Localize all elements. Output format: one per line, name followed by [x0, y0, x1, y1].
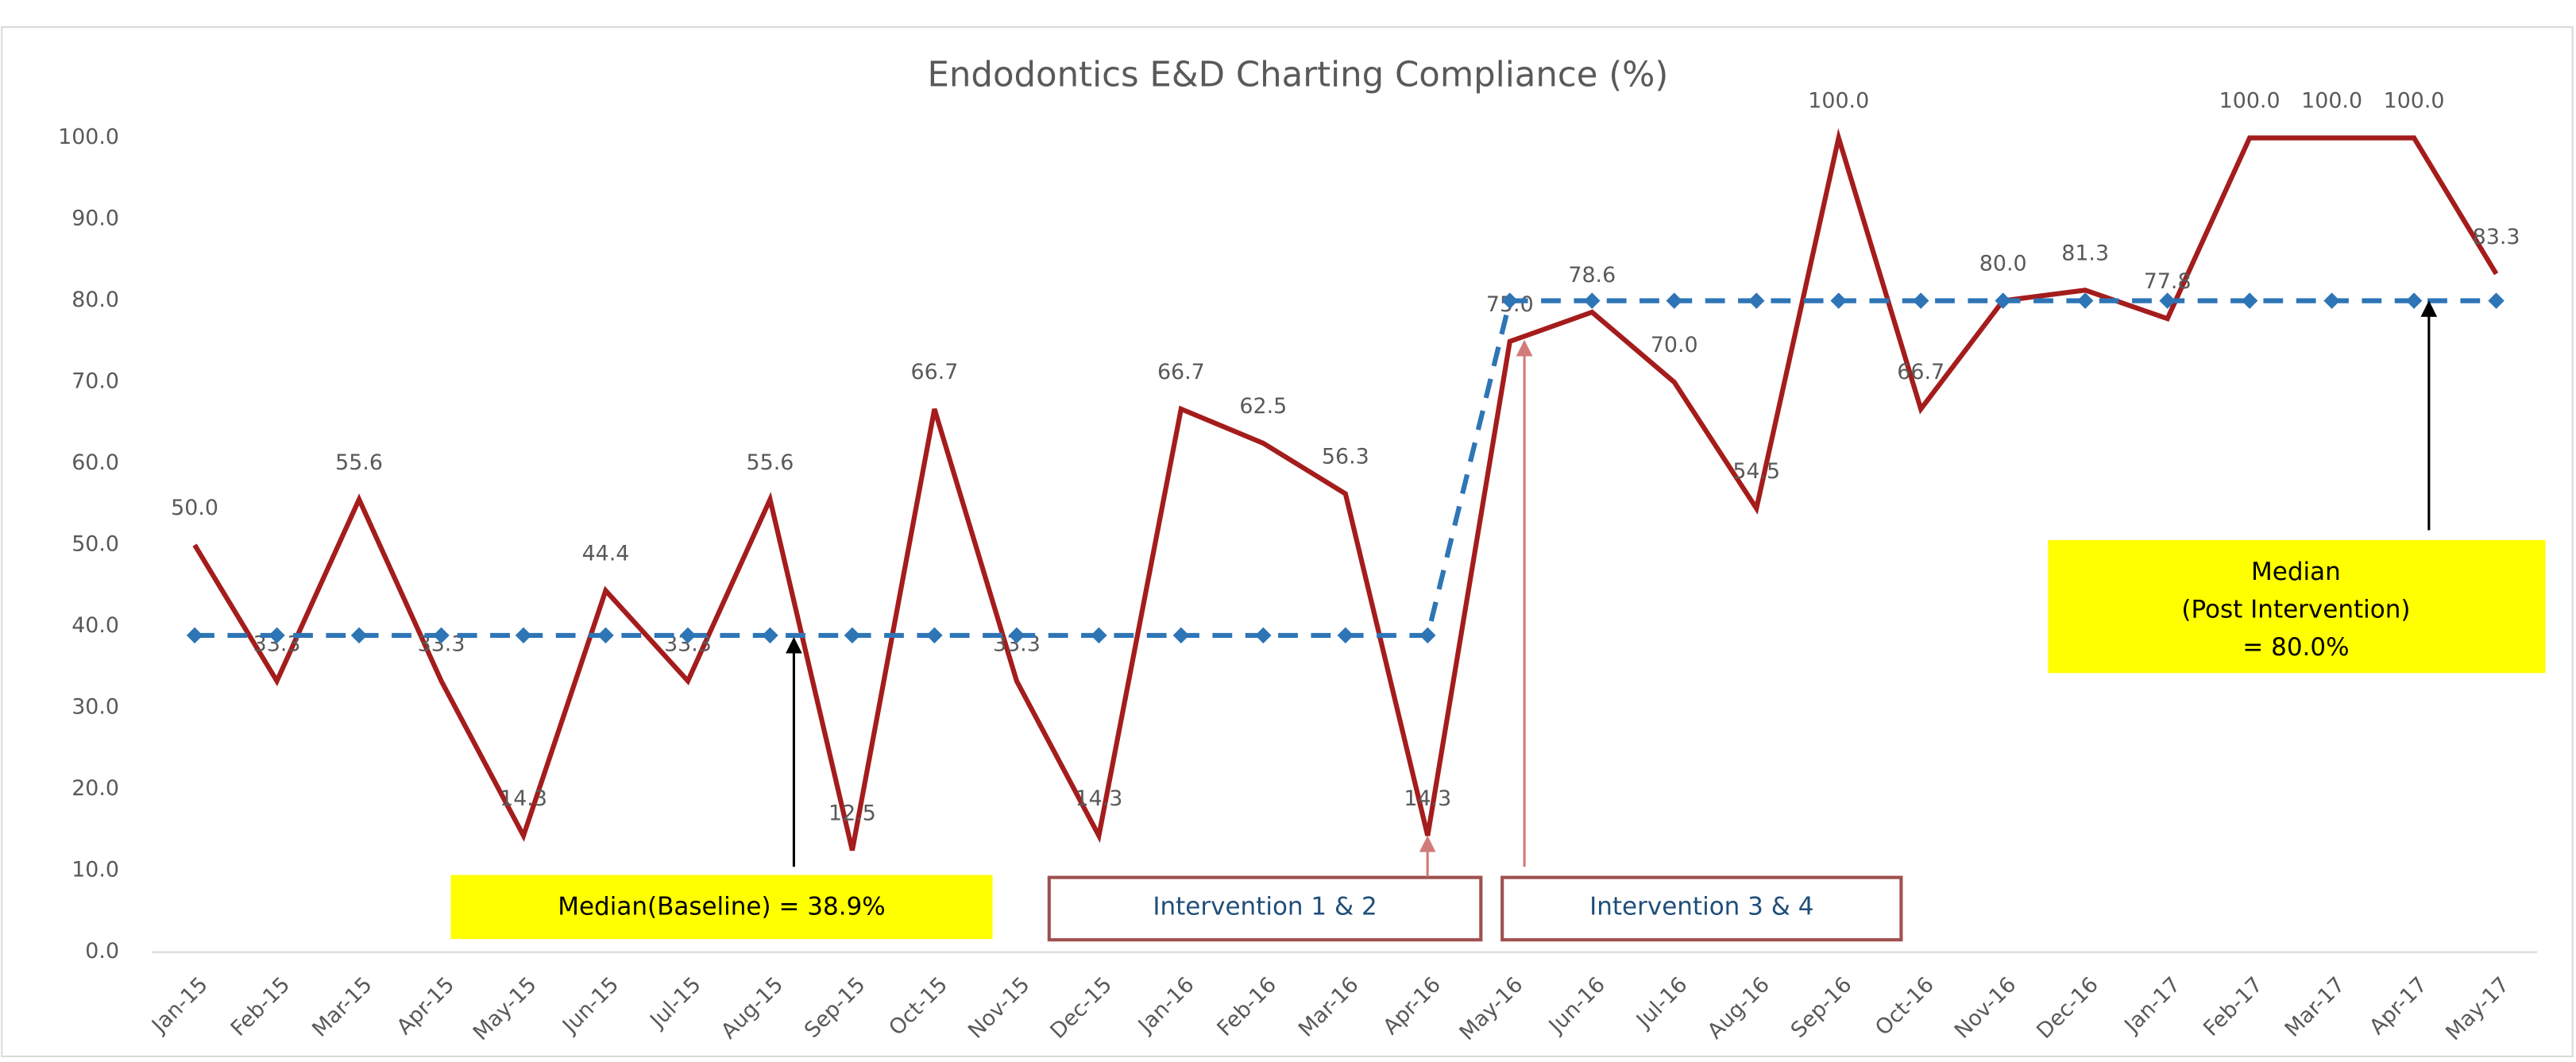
data-label: 14.3 — [1075, 786, 1122, 811]
data-label: 77.8 — [2144, 269, 2192, 294]
annotation: Median — [2251, 558, 2341, 586]
data-label: 100.0 — [1808, 89, 1869, 114]
y-tick-label: 60.0 — [71, 450, 119, 475]
annotation: Median(Baseline) = 38.9% — [558, 892, 886, 921]
data-label: 100.0 — [2301, 89, 2362, 114]
data-label: 14.3 — [500, 786, 547, 811]
annotation: = 80.0% — [2242, 633, 2349, 662]
data-label: 14.3 — [1404, 786, 1451, 811]
data-label: 55.6 — [747, 450, 794, 475]
y-tick-label: 80.0 — [71, 288, 119, 312]
data-label: 12.5 — [828, 801, 876, 826]
data-label: 80.0 — [1979, 252, 2027, 276]
data-label: 66.7 — [1157, 360, 1205, 384]
data-label: 78.6 — [1568, 263, 1616, 288]
y-tick-label: 30.0 — [71, 695, 119, 720]
data-label: 54.5 — [1732, 459, 1780, 484]
annotation: (Post Intervention) — [2181, 595, 2410, 624]
y-tick-label: 0.0 — [85, 939, 119, 964]
annotation: Intervention 3 & 4 — [1589, 892, 1813, 921]
data-label: 55.6 — [335, 450, 383, 475]
y-tick-label: 90.0 — [71, 207, 119, 231]
y-tick-label: 50.0 — [71, 532, 119, 557]
data-label: 70.0 — [1651, 333, 1698, 357]
y-tick-label: 20.0 — [71, 776, 119, 801]
data-label: 50.0 — [171, 496, 218, 520]
data-label: 44.4 — [582, 542, 630, 566]
y-tick-label: 100.0 — [58, 125, 119, 149]
data-label: 81.3 — [2061, 241, 2109, 265]
y-tick-label: 70.0 — [71, 369, 119, 394]
data-label: 100.0 — [2384, 89, 2445, 114]
y-tick-label: 40.0 — [71, 613, 119, 638]
data-label: 66.7 — [1897, 360, 1945, 384]
data-label: 100.0 — [2219, 89, 2281, 114]
y-tick-label: 10.0 — [71, 858, 119, 882]
annotation: Intervention 1 & 2 — [1153, 892, 1377, 921]
chart-title: Endodontics E&D Charting Compliance (%) — [928, 56, 1669, 95]
data-label: 83.3 — [2473, 225, 2520, 249]
data-label: 62.5 — [1239, 394, 1287, 419]
data-label: 66.7 — [911, 360, 959, 384]
data-label: 56.3 — [1322, 445, 1369, 469]
